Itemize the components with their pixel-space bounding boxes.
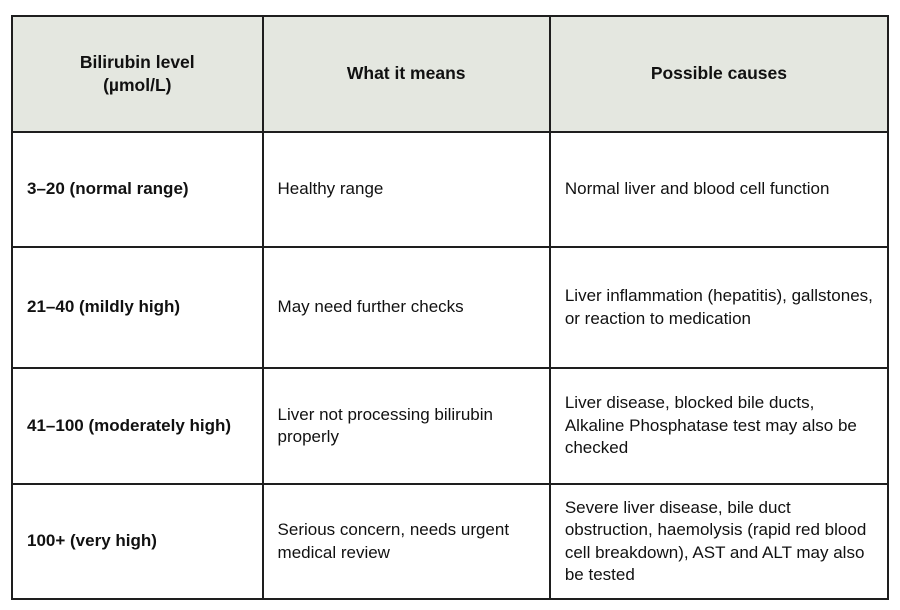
meaning-cell: Serious concern, needs urgent medical re… [261, 483, 551, 600]
table-row-moderately-high: 41–100 (moderately high) Liver not proce… [11, 367, 890, 485]
level-cell: 41–100 (moderately high) [11, 367, 264, 485]
bilirubin-table-container: Bilirubin level (µmol/L) What it means P… [11, 15, 890, 600]
causes-cell: Liver inflammation (hepatitis), gallston… [548, 246, 890, 369]
bilirubin-levels-table: Bilirubin level (µmol/L) What it means P… [11, 15, 890, 600]
table-row-very-high: 100+ (very high) Serious concern, needs … [11, 483, 890, 600]
header-bilirubin-level: Bilirubin level (µmol/L) [11, 15, 264, 133]
meaning-cell: May need further checks [261, 246, 551, 369]
meaning-cell: Liver not processing bilirubin properly [261, 367, 551, 485]
header-what-it-means: What it means [261, 15, 551, 133]
header-possible-causes: Possible causes [548, 15, 890, 133]
causes-cell: Liver disease, blocked bile ducts, Alkal… [548, 367, 890, 485]
level-cell: 100+ (very high) [11, 483, 264, 600]
table-row-mildly-high: 21–40 (mildly high) May need further che… [11, 246, 890, 369]
table-header-row: Bilirubin level (µmol/L) What it means P… [11, 15, 890, 133]
level-cell: 3–20 (normal range) [11, 131, 264, 248]
level-cell: 21–40 (mildly high) [11, 246, 264, 369]
meaning-cell: Healthy range [261, 131, 551, 248]
table-row-normal-range: 3–20 (normal range) Healthy range Normal… [11, 131, 890, 248]
causes-cell: Normal liver and blood cell function [548, 131, 890, 248]
causes-cell: Severe liver disease, bile duct obstruct… [548, 483, 890, 600]
